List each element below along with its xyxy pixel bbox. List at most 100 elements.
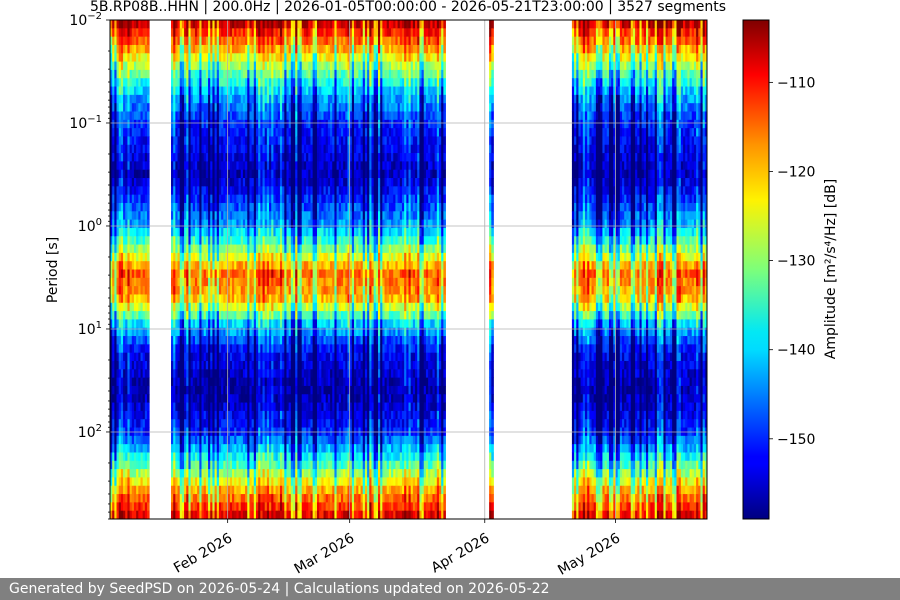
heatmap-cell bbox=[260, 360, 263, 370]
heatmap-cell bbox=[251, 477, 255, 487]
heatmap-cell bbox=[297, 28, 300, 38]
heatmap-cell bbox=[144, 194, 148, 204]
heatmap-cell bbox=[125, 510, 128, 519]
heatmap-cell bbox=[205, 402, 209, 412]
heatmap-cell bbox=[295, 103, 298, 112]
heatmap-cell bbox=[140, 435, 144, 445]
heatmap-cell bbox=[269, 227, 272, 237]
heatmap-cell bbox=[212, 61, 215, 71]
heatmap-cell bbox=[271, 36, 274, 46]
heatmap-cell bbox=[279, 327, 283, 337]
heatmap-cell bbox=[175, 261, 178, 270]
heatmap-cell bbox=[249, 369, 253, 379]
heatmap-cell bbox=[249, 452, 253, 462]
heatmap-cell bbox=[181, 377, 185, 387]
heatmap-cell bbox=[110, 494, 113, 503]
heatmap-cell bbox=[221, 78, 224, 87]
heatmap-cell bbox=[138, 419, 141, 428]
heatmap-cell bbox=[232, 419, 235, 428]
heatmap-cell bbox=[173, 452, 176, 462]
heatmap-cell bbox=[273, 419, 276, 428]
heatmap-cell bbox=[273, 444, 276, 453]
heatmap-cell bbox=[116, 161, 120, 171]
heatmap-cell bbox=[138, 227, 141, 237]
heatmap-cell bbox=[123, 227, 126, 237]
heatmap-cell bbox=[218, 36, 222, 46]
heatmap-cell bbox=[127, 111, 131, 121]
heatmap-cell bbox=[303, 319, 307, 329]
heatmap-cell bbox=[125, 244, 128, 254]
heatmap-cell bbox=[308, 169, 311, 179]
heatmap-cell bbox=[236, 377, 239, 387]
heatmap-cell bbox=[227, 211, 231, 220]
heatmap-cell bbox=[127, 219, 131, 229]
heatmap-cell bbox=[214, 286, 218, 295]
heatmap-cell bbox=[127, 410, 131, 420]
heatmap-cell bbox=[266, 44, 270, 54]
heatmap-cell bbox=[271, 219, 274, 229]
heatmap-cell bbox=[288, 236, 292, 245]
heatmap-cell bbox=[266, 69, 270, 79]
heatmap-cell bbox=[144, 20, 148, 29]
heatmap-cell bbox=[120, 510, 124, 519]
heatmap-cell bbox=[255, 28, 259, 38]
heatmap-cell bbox=[299, 302, 303, 312]
heatmap-cell bbox=[114, 94, 117, 104]
heatmap-cell bbox=[249, 161, 253, 171]
heatmap-cell bbox=[177, 319, 181, 329]
heatmap-cell bbox=[194, 61, 198, 71]
heatmap-cell bbox=[310, 510, 314, 519]
heatmap-cell bbox=[290, 61, 294, 71]
heatmap-cell bbox=[138, 352, 141, 362]
heatmap-cell bbox=[234, 502, 237, 512]
heatmap-cell bbox=[199, 327, 202, 337]
heatmap-cell bbox=[229, 261, 233, 270]
heatmap-cell bbox=[123, 86, 126, 96]
heatmap-cell bbox=[223, 94, 226, 104]
heatmap-cell bbox=[251, 219, 255, 229]
heatmap-cell bbox=[236, 128, 239, 137]
heatmap-cell bbox=[188, 244, 192, 254]
heatmap-cell bbox=[110, 20, 113, 29]
heatmap-cell bbox=[299, 227, 303, 237]
heatmap-cell bbox=[116, 28, 120, 38]
heatmap-cell bbox=[175, 444, 178, 453]
heatmap-cell bbox=[273, 211, 276, 220]
heatmap-cell bbox=[279, 86, 283, 96]
heatmap-cell bbox=[279, 20, 283, 29]
heatmap-cell bbox=[179, 94, 183, 104]
heatmap-cell bbox=[288, 510, 292, 519]
heatmap-cell bbox=[273, 311, 276, 320]
heatmap-cell bbox=[258, 169, 261, 179]
heatmap-cell bbox=[297, 410, 300, 420]
heatmap-cell bbox=[266, 103, 270, 112]
heatmap-cell bbox=[277, 144, 281, 154]
heatmap-cell bbox=[175, 211, 178, 220]
heatmap-cell bbox=[199, 211, 202, 220]
heatmap-cell bbox=[260, 311, 263, 320]
heatmap-cell bbox=[129, 128, 133, 137]
heatmap-cell bbox=[127, 419, 131, 428]
heatmap-cell bbox=[288, 194, 292, 204]
heatmap-cell bbox=[216, 302, 220, 312]
heatmap-cell bbox=[212, 227, 215, 237]
heatmap-cell bbox=[225, 236, 229, 245]
heatmap-cell bbox=[171, 460, 174, 470]
heatmap-cell bbox=[297, 402, 300, 412]
heatmap-cell bbox=[310, 360, 314, 370]
heatmap-cell bbox=[184, 61, 187, 71]
heatmap-cell bbox=[234, 153, 237, 162]
heatmap-cell bbox=[288, 94, 292, 104]
heatmap-cell bbox=[212, 194, 215, 204]
heatmap-cell bbox=[290, 269, 294, 279]
heatmap-cell bbox=[197, 20, 200, 29]
heatmap-cell bbox=[308, 269, 311, 279]
heatmap-cell bbox=[290, 344, 294, 354]
heatmap-cell bbox=[212, 460, 215, 470]
heatmap-cell bbox=[308, 119, 311, 129]
heatmap-cell bbox=[225, 178, 229, 187]
heatmap-cell bbox=[229, 352, 233, 362]
heatmap-cell bbox=[199, 20, 202, 29]
heatmap-cell bbox=[120, 477, 124, 487]
heatmap-cell bbox=[262, 153, 266, 162]
